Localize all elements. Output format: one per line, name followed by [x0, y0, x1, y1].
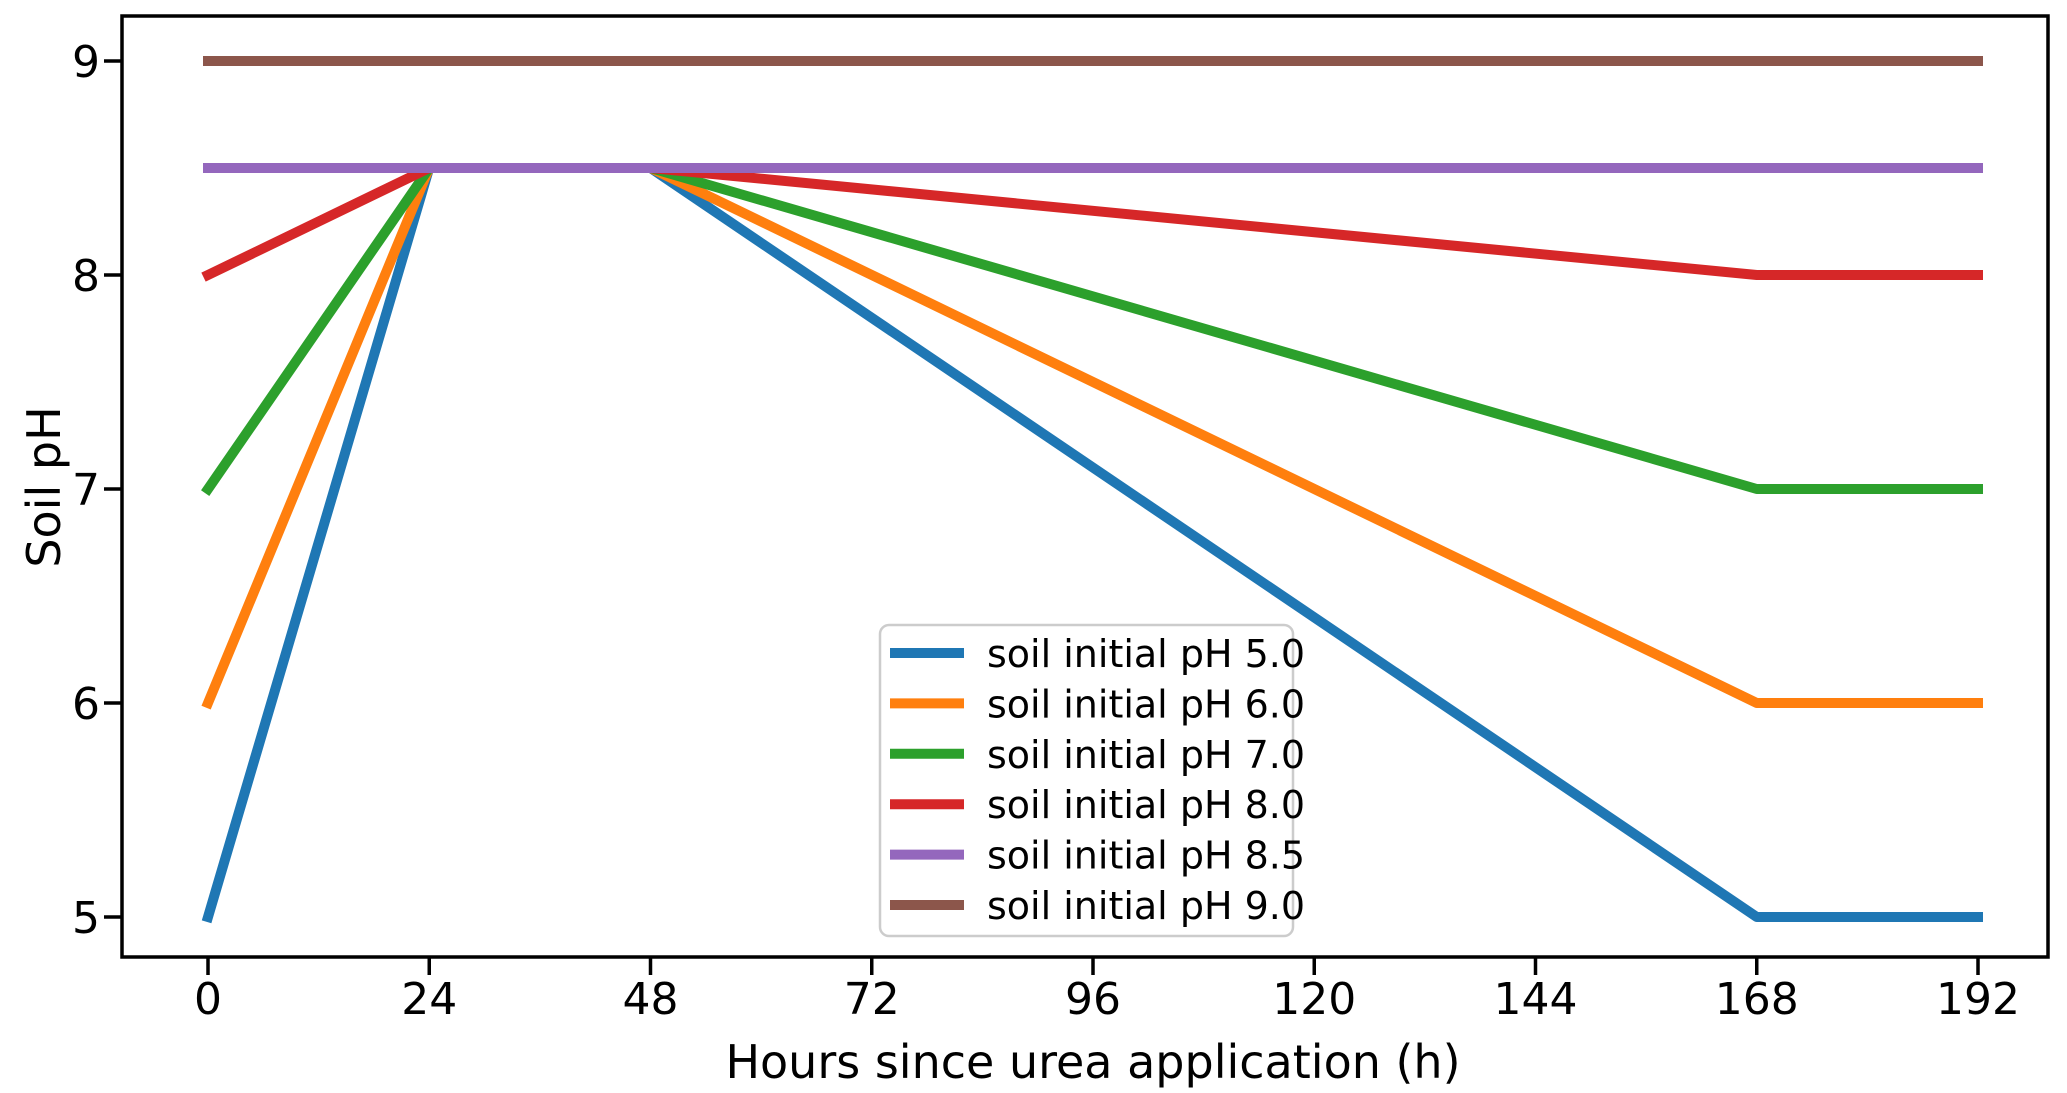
legend-label: soil initial pH 8.5 [987, 834, 1305, 878]
x-tick-label: 120 [1272, 974, 1356, 1025]
x-tick-label: 144 [1494, 974, 1578, 1025]
y-tick-label: 8 [72, 251, 100, 302]
x-tick-label: 48 [623, 974, 679, 1025]
legend-label: soil initial pH 7.0 [987, 733, 1305, 777]
plot-area: 0 24 48 72 96 120 144 168 192 5 6 7 8 9 [72, 14, 2050, 1025]
x-tick-label: 96 [1065, 974, 1121, 1025]
x-tick-label: 192 [1936, 974, 2020, 1025]
legend-label: soil initial pH 8.0 [987, 783, 1305, 827]
y-tick-label: 6 [72, 679, 100, 730]
y-tick-label: 9 [72, 37, 100, 88]
legend-label: soil initial pH 6.0 [987, 682, 1305, 726]
legend-box [878, 623, 1295, 938]
y-tick-label: 5 [72, 893, 100, 944]
plot-border [120, 14, 2050, 959]
y-tick-label: 7 [72, 465, 100, 516]
x-tick-label: 0 [194, 974, 222, 1025]
x-tick-label: 72 [844, 974, 900, 1025]
legend-label: soil initial pH 9.0 [987, 884, 1305, 928]
x-tick-label: 24 [401, 974, 457, 1025]
y-axis-title: Soil pH [17, 406, 71, 567]
legend: soil initial pH 5.0 soil initial pH 6.0 so… [878, 623, 1305, 938]
x-axis-title: Hours since urea application (h) [725, 1035, 1460, 1089]
legend-label: soil initial pH 5.0 [987, 632, 1305, 676]
x-tick-label: 168 [1715, 974, 1799, 1025]
